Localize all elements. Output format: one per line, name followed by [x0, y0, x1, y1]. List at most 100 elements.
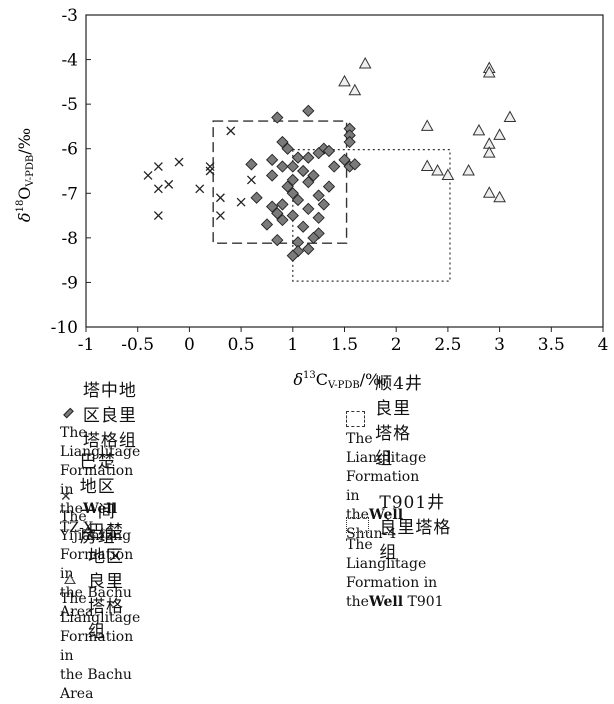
- y-axis-label: δ18OV-PDB/‰: [15, 128, 36, 222]
- scatter-chart: -1 -0.5 0 0.5 1 1.5 2 2.5 3 3.5 4 -3 -4 -5 -6 -7 -8 -9 -10…: [15, 6, 609, 391]
- y-tick-label: -4: [61, 51, 78, 71]
- legend-item-shun4: 顺4井良里塔格组 The Lianglitage Formation in the…: [346, 374, 427, 544]
- point-yijianfang: [236, 197, 246, 207]
- point-tz: [271, 207, 284, 220]
- cross-icon: ✕: [60, 489, 72, 505]
- legend-cn: T901井良里塔格组: [379, 492, 452, 563]
- y-tick-label: -3: [61, 6, 78, 26]
- point-tz: [276, 213, 289, 227]
- point-tz: [286, 209, 299, 222]
- point-bachu: [462, 163, 475, 176]
- point-bachu: [338, 74, 351, 87]
- point-bachu: [431, 163, 444, 176]
- point-tz: [291, 151, 305, 164]
- point-tz: [302, 242, 315, 256]
- point-bachu: [441, 168, 455, 180]
- point-tz: [281, 142, 294, 155]
- x-tick-label: 2.5: [434, 335, 461, 355]
- point-bachu: [493, 128, 506, 140]
- point-tz: [302, 176, 315, 189]
- point-tz: [312, 147, 325, 160]
- y-tick-label: -9: [61, 273, 78, 293]
- point-tz: [328, 160, 341, 173]
- x-tick-label: 4: [598, 335, 609, 355]
- plot-frame: [85, 14, 604, 328]
- y-tick-label: -10: [51, 318, 78, 338]
- point-bachu: [358, 56, 372, 69]
- x-tick-label: 3: [494, 335, 505, 355]
- point-bachu: [420, 159, 434, 172]
- point-tz: [276, 135, 289, 149]
- y-tick-label: -5: [61, 95, 78, 115]
- dashed-box-icon: [346, 411, 366, 427]
- diamond-icon: [63, 407, 74, 419]
- point-tz: [276, 160, 289, 173]
- plot-area: -1 -0.5 0 0.5 1 1.5 2 2.5 3 3.5 4 -3 -4 -5 -6 -7 -8 -9 -10: [51, 6, 609, 355]
- legend-cn: 巴楚地区良里塔格组: [88, 521, 124, 642]
- triangle-icon: [64, 574, 76, 584]
- point-tz: [302, 202, 315, 216]
- point-yijianfang: [143, 170, 153, 180]
- point-tz: [312, 189, 325, 202]
- point-tz: [276, 198, 289, 211]
- legend-cn: 塔中地区良里塔格组: [82, 380, 137, 451]
- point-yijianfang: [205, 166, 215, 176]
- x-tick-label: 1.5: [331, 335, 358, 355]
- point-bachu: [482, 65, 496, 78]
- legend-cn: 顺4井良里塔格组: [375, 374, 423, 469]
- point-tz: [312, 211, 325, 224]
- dotted-box-icon: [346, 517, 370, 533]
- point-yijianfang: [153, 211, 163, 221]
- point-tz: [260, 218, 274, 231]
- legend-en: The Lianglitage Formation in theWell Shun…: [346, 431, 427, 542]
- legend-cn: 巴楚地区一间房组: [79, 452, 116, 547]
- point-yijianfang: [174, 157, 184, 167]
- x-tick-label: 3.5: [538, 335, 565, 355]
- point-tz: [307, 231, 320, 244]
- point-yijianfang: [226, 126, 236, 136]
- point-tz: [302, 151, 315, 164]
- point-tz: [307, 169, 320, 182]
- x-tick-label: -1: [78, 335, 95, 355]
- y-tick-label: -8: [61, 229, 78, 249]
- point-yijianfang: [246, 175, 256, 185]
- x-tick-label: 0: [184, 335, 195, 355]
- y-tick-label: -6: [61, 140, 78, 160]
- point-yijianfang: [153, 184, 163, 194]
- point-tz: [338, 153, 351, 166]
- point-tz: [297, 164, 310, 178]
- point-tz: [245, 158, 258, 171]
- point-bachu: [503, 110, 517, 123]
- legend-en: The Lianglitage Formation in theWell T901: [346, 537, 444, 610]
- point-yijianfang: [164, 179, 174, 189]
- point-tz: [265, 169, 279, 182]
- point-tz: [317, 198, 330, 211]
- legend-en: The Lianglitage Formation in theWell TZ-X: [60, 425, 141, 536]
- point-tz: [286, 187, 299, 200]
- point-tz: [322, 144, 336, 158]
- point-tz: [286, 160, 299, 173]
- x-axis-label: δ13CV-PDB/‰: [293, 370, 386, 391]
- point-tz: [297, 220, 310, 233]
- point-yijianfang: [215, 193, 225, 203]
- point-tz: [265, 153, 279, 166]
- point-tz: [250, 191, 263, 204]
- point-bachu: [482, 186, 496, 198]
- point-bachu: [493, 190, 506, 203]
- point-tz: [265, 200, 279, 213]
- point-yijianfang: [215, 211, 225, 221]
- point-bachu: [472, 123, 486, 136]
- y-tick-label: -7: [61, 184, 78, 204]
- x-tick-label: 1: [287, 335, 298, 355]
- point-tz: [343, 135, 356, 149]
- point-tz: [281, 180, 294, 193]
- point-tz: [348, 158, 361, 171]
- point-yijianfang: [153, 162, 163, 172]
- legend-en: The Yijianfang Formation in the Bachu Are…: [60, 509, 134, 620]
- point-tz: [291, 193, 305, 207]
- x-tick-label: 0.5: [228, 335, 255, 355]
- legend-item-tz: 塔中地区良里塔格组 The Lianglitage Formation in th…: [60, 381, 141, 538]
- point-yijianfang: [195, 184, 205, 194]
- point-bachu: [420, 119, 434, 131]
- legend-item-bachu: 巴楚地区良里塔格组 The Lianglitage Formation in th…: [60, 522, 140, 704]
